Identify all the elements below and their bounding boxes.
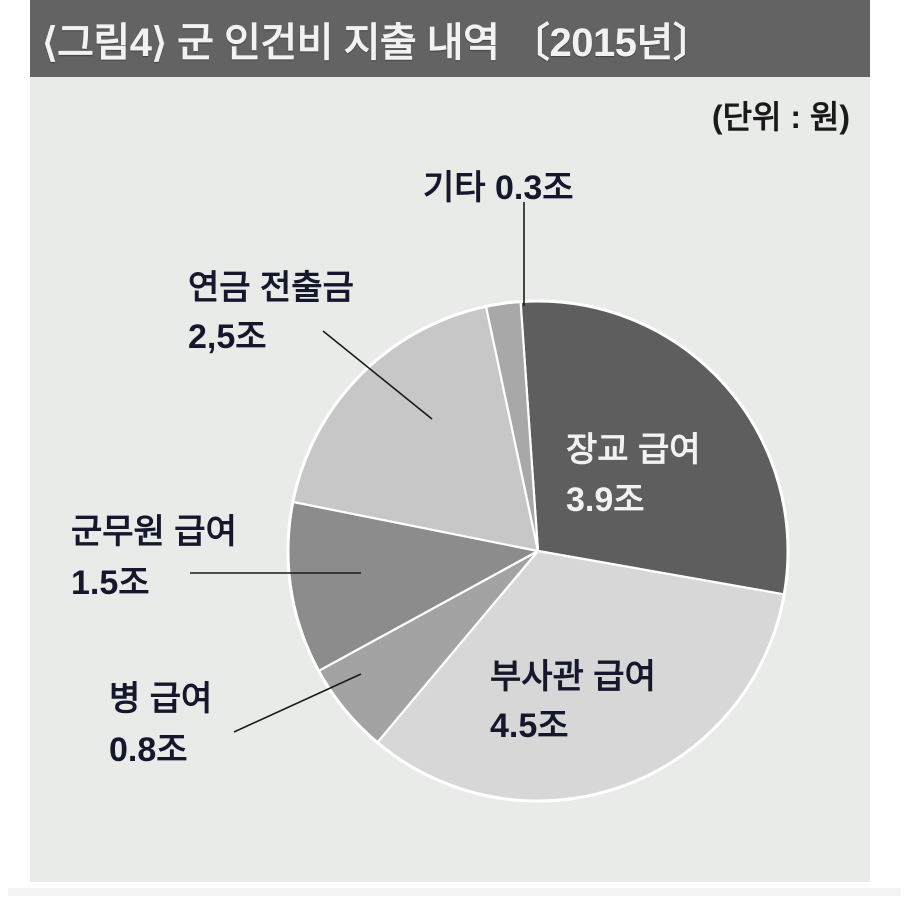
svg-text:부사관 급여: 부사관 급여: [490, 658, 656, 696]
svg-text:0.8조: 0.8조: [109, 731, 188, 769]
svg-text:1.5조: 1.5조: [71, 564, 150, 602]
svg-text:기타 0.3조: 기타 0.3조: [423, 169, 574, 207]
svg-text:연금 전출금: 연금 전출금: [188, 269, 354, 307]
svg-text:장교 급여: 장교 급여: [566, 431, 701, 469]
svg-text:2,5조: 2,5조: [188, 318, 267, 356]
svg-text:군무원 급여: 군무원 급여: [71, 513, 237, 551]
svg-text:4.5조: 4.5조: [490, 707, 569, 745]
svg-text:3.9조: 3.9조: [566, 481, 645, 519]
svg-text:병 급여: 병 급여: [109, 680, 212, 718]
